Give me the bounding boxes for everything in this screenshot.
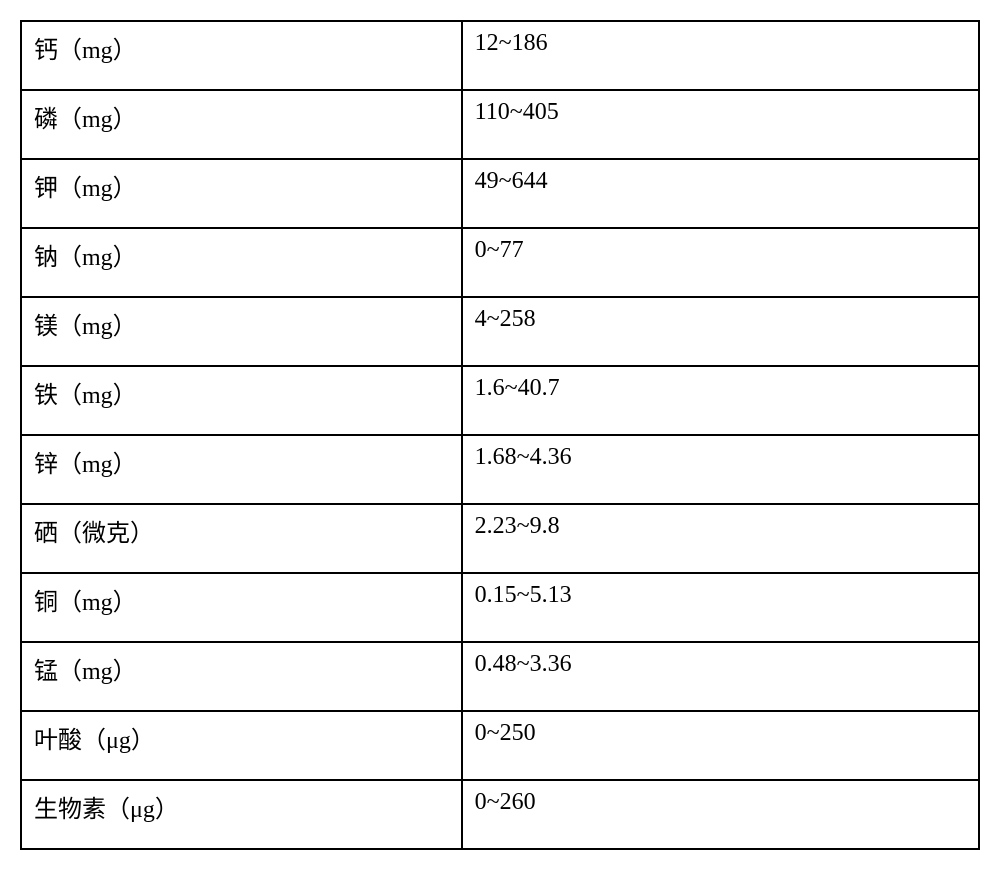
nutrient-label: 叶酸（μg） — [21, 711, 462, 780]
nutrient-value: 0~77 — [462, 228, 979, 297]
nutrient-value: 49~644 — [462, 159, 979, 228]
table-row: 铁（mg） 1.6~40.7 — [21, 366, 979, 435]
nutrient-value: 1.68~4.36 — [462, 435, 979, 504]
nutrient-value: 0~250 — [462, 711, 979, 780]
nutrient-value: 110~405 — [462, 90, 979, 159]
table-body: 钙（mg） 12~186 磷（mg） 110~405 钾（mg） 49~644 … — [21, 21, 979, 849]
nutrient-value: 4~258 — [462, 297, 979, 366]
nutrient-label: 钾（mg） — [21, 159, 462, 228]
nutrient-value: 0~260 — [462, 780, 979, 849]
nutrient-label: 硒（微克） — [21, 504, 462, 573]
nutrient-value: 0.15~5.13 — [462, 573, 979, 642]
nutrient-label: 镁（mg） — [21, 297, 462, 366]
table-row: 钙（mg） 12~186 — [21, 21, 979, 90]
nutrient-value: 12~186 — [462, 21, 979, 90]
nutrient-label: 锰（mg） — [21, 642, 462, 711]
table-row: 锰（mg） 0.48~3.36 — [21, 642, 979, 711]
table-row: 镁（mg） 4~258 — [21, 297, 979, 366]
table-row: 叶酸（μg） 0~250 — [21, 711, 979, 780]
nutrient-label: 钙（mg） — [21, 21, 462, 90]
nutrient-value: 0.48~3.36 — [462, 642, 979, 711]
nutrient-value: 1.6~40.7 — [462, 366, 979, 435]
nutrient-label: 铜（mg） — [21, 573, 462, 642]
table-row: 钠（mg） 0~77 — [21, 228, 979, 297]
table-row: 锌（mg） 1.68~4.36 — [21, 435, 979, 504]
table-row: 铜（mg） 0.15~5.13 — [21, 573, 979, 642]
nutrient-value: 2.23~9.8 — [462, 504, 979, 573]
nutrient-label: 生物素（μg） — [21, 780, 462, 849]
nutrient-label: 铁（mg） — [21, 366, 462, 435]
nutrient-label: 磷（mg） — [21, 90, 462, 159]
nutrient-label: 钠（mg） — [21, 228, 462, 297]
table-row: 硒（微克） 2.23~9.8 — [21, 504, 979, 573]
table-row: 生物素（μg） 0~260 — [21, 780, 979, 849]
nutrient-label: 锌（mg） — [21, 435, 462, 504]
nutrient-table: 钙（mg） 12~186 磷（mg） 110~405 钾（mg） 49~644 … — [20, 20, 980, 850]
table-row: 钾（mg） 49~644 — [21, 159, 979, 228]
table-row: 磷（mg） 110~405 — [21, 90, 979, 159]
